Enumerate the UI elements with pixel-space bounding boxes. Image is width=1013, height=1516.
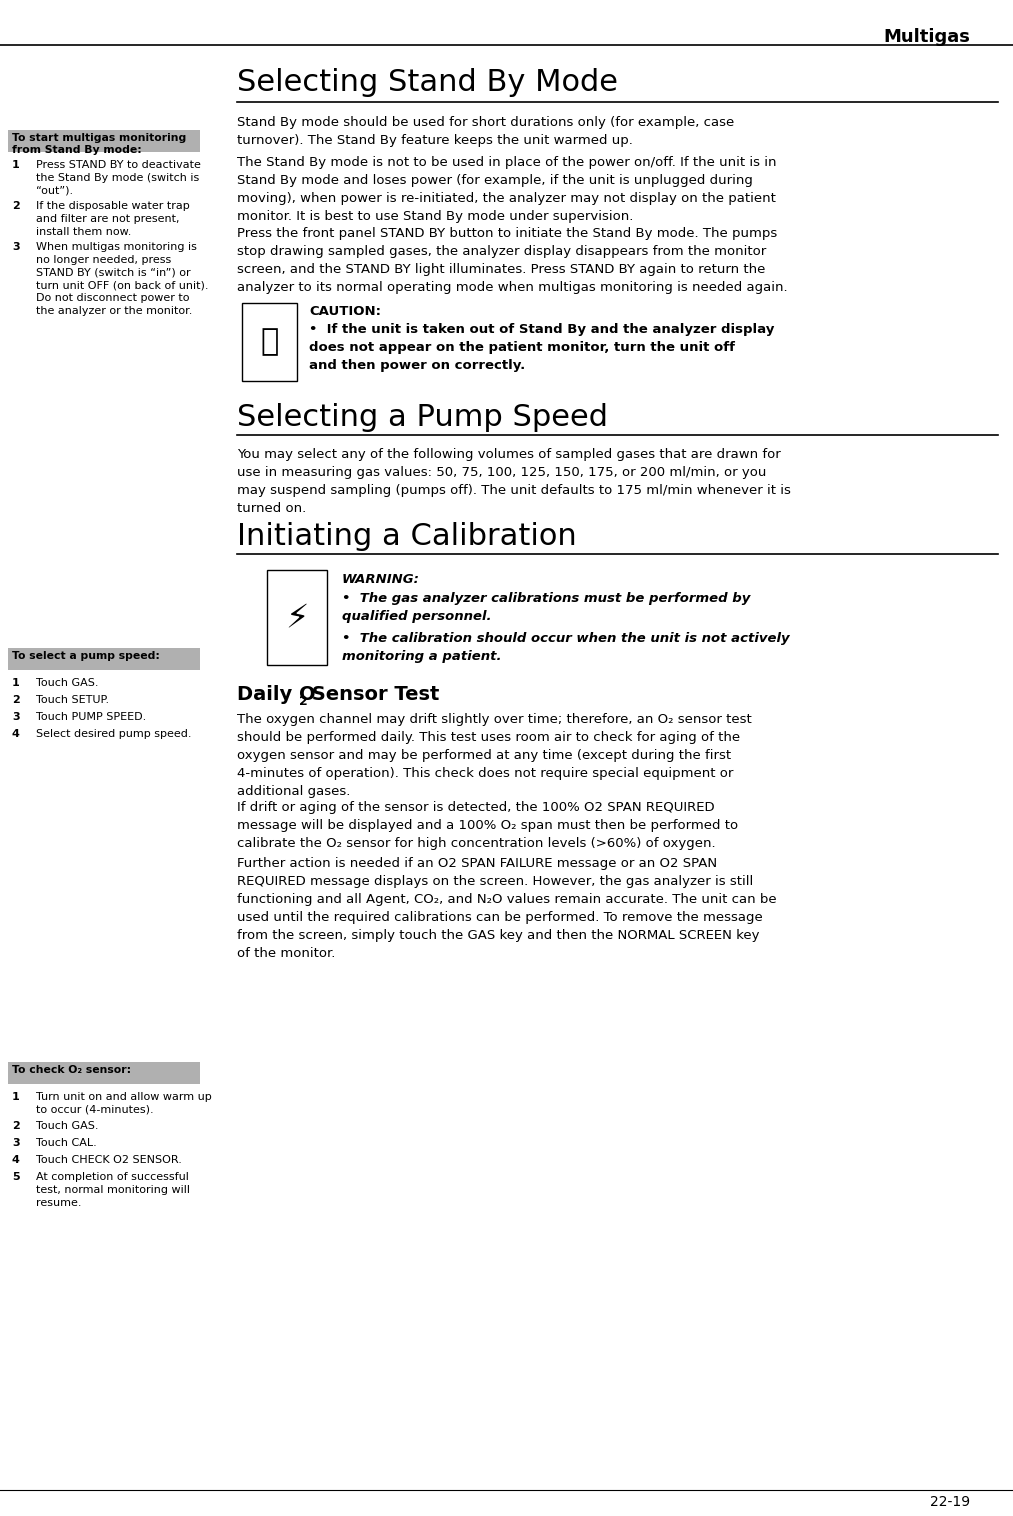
Bar	[8, 647, 200, 670]
Text: •  If the unit is taken out of Stand By and the analyzer display
does not appear: • If the unit is taken out of Stand By a…	[309, 323, 774, 371]
Text: 4: 4	[12, 1155, 20, 1164]
Text: 3: 3	[12, 713, 19, 722]
Text: Further action is needed if an O2 SPAN FAILURE message or an O2 SPAN
REQUIRED me: Further action is needed if an O2 SPAN F…	[237, 857, 777, 960]
Text: WARNING:: WARNING:	[342, 573, 419, 587]
Bar	[8, 130, 200, 152]
Text: •  The calibration should occur when the unit is not actively
monitoring a patie: • The calibration should occur when the …	[342, 632, 789, 662]
Text: If the disposable water trap
and filter are not present,
install them now.: If the disposable water trap and filter …	[36, 202, 189, 236]
Text: Select desired pump speed.: Select desired pump speed.	[36, 729, 191, 738]
Text: 4: 4	[12, 729, 20, 738]
Text: Touch SETUP.: Touch SETUP.	[36, 694, 109, 705]
Text: Selecting a Pump Speed: Selecting a Pump Speed	[237, 403, 608, 432]
Text: 22-19: 22-19	[930, 1495, 970, 1508]
Text: Daily O: Daily O	[237, 685, 316, 703]
Text: Touch GAS.: Touch GAS.	[36, 1120, 98, 1131]
Text: Press STAND BY to deactivate
the Stand By mode (switch is
“out”).: Press STAND BY to deactivate the Stand B…	[36, 161, 201, 196]
Text: Sensor Test: Sensor Test	[305, 685, 440, 703]
Text: 2: 2	[12, 694, 19, 705]
Text: Turn unit on and allow warm up
to occur (4-minutes).: Turn unit on and allow warm up to occur …	[36, 1092, 212, 1114]
Text: Touch CAL.: Touch CAL.	[36, 1139, 97, 1148]
Text: CAUTION:: CAUTION:	[309, 305, 381, 318]
Text: 1: 1	[12, 161, 19, 170]
Text: To select a pump speed:: To select a pump speed:	[12, 650, 160, 661]
Text: Selecting Stand By Mode: Selecting Stand By Mode	[237, 68, 618, 97]
Bar	[8, 1063, 200, 1084]
Text: To start multigas monitoring
from Stand By mode:: To start multigas monitoring from Stand …	[12, 133, 186, 156]
Text: 1: 1	[12, 678, 19, 688]
Text: 3: 3	[12, 243, 19, 252]
Text: ✋: ✋	[260, 327, 279, 356]
Text: •  The gas analyzer calibrations must be performed by
qualified personnel.: • The gas analyzer calibrations must be …	[342, 593, 751, 623]
Text: ⚡: ⚡	[286, 600, 309, 634]
Text: 1: 1	[12, 1092, 19, 1102]
Text: Touch CHECK O2 SENSOR.: Touch CHECK O2 SENSOR.	[36, 1155, 182, 1164]
Text: Press the front panel STAND BY button to initiate the Stand By mode. The pumps
s: Press the front panel STAND BY button to…	[237, 227, 788, 294]
Bar	[242, 303, 297, 381]
Text: 2: 2	[12, 1120, 19, 1131]
Text: If drift or aging of the sensor is detected, the 100% O2 SPAN REQUIRED
message w: If drift or aging of the sensor is detec…	[237, 800, 738, 849]
Text: When multigas monitoring is
no longer needed, press
STAND BY (switch is “in”) or: When multigas monitoring is no longer ne…	[36, 243, 209, 315]
Text: 5: 5	[12, 1172, 19, 1182]
Text: The oxygen channel may drift slightly over time; therefore, an O₂ sensor test
sh: The oxygen channel may drift slightly ov…	[237, 713, 752, 797]
Text: Initiating a Calibration: Initiating a Calibration	[237, 522, 576, 550]
Text: At completion of successful
test, normal monitoring will
resume.: At completion of successful test, normal…	[36, 1172, 190, 1208]
Text: 2: 2	[12, 202, 19, 211]
Text: You may select any of the following volumes of sampled gases that are drawn for
: You may select any of the following volu…	[237, 449, 791, 515]
Text: 3: 3	[12, 1139, 19, 1148]
Text: Stand By mode should be used for short durations only (for example, case
turnove: Stand By mode should be used for short d…	[237, 117, 734, 147]
Text: 2: 2	[299, 694, 308, 708]
Text: The Stand By mode is not to be used in place of the power on/off. If the unit is: The Stand By mode is not to be used in p…	[237, 156, 777, 223]
Text: Multigas: Multigas	[883, 27, 970, 45]
Text: To check O₂ sensor:: To check O₂ sensor:	[12, 1066, 131, 1075]
Bar	[267, 570, 327, 666]
Text: Touch PUMP SPEED.: Touch PUMP SPEED.	[36, 713, 146, 722]
Text: Touch GAS.: Touch GAS.	[36, 678, 98, 688]
